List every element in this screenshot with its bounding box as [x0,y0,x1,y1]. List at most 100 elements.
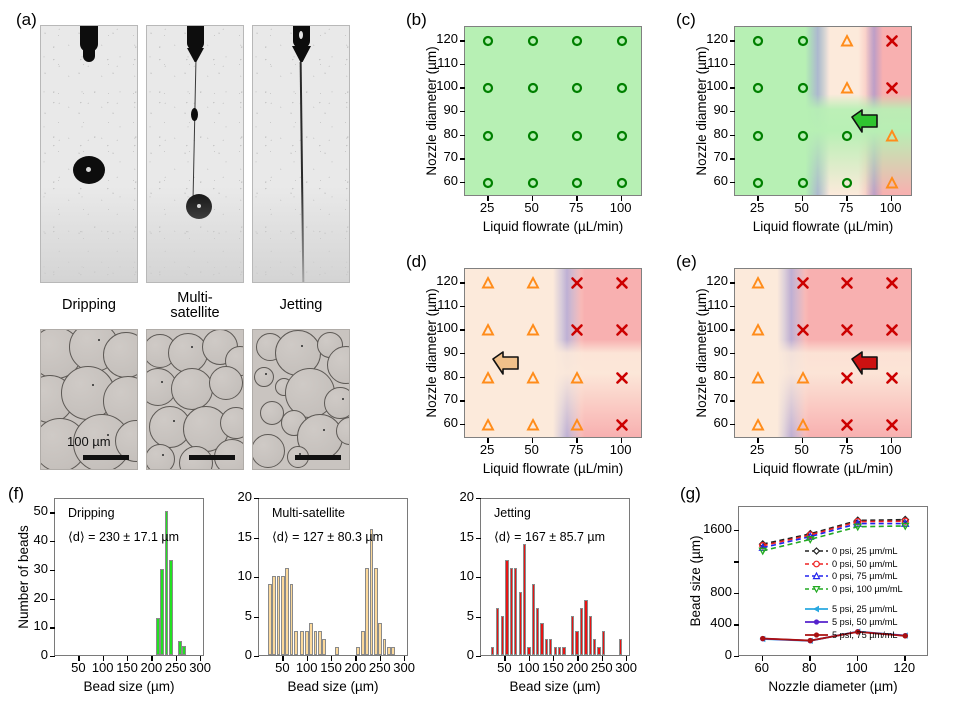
x-tick-mark [801,196,804,201]
histogram-bar [182,646,186,655]
y-tick-label: 60 [443,414,458,430]
micro-column-2: Multi-satellite [146,25,244,470]
x-tick-label: 100 [91,660,114,675]
x-tick-mark [846,196,848,201]
y-tick-mark [476,616,481,618]
x-tick-mark [904,656,906,661]
histogram-bar [373,568,378,655]
marker-circle [480,128,496,144]
y-tick-mark [50,541,55,543]
y-tick-mark [460,134,465,136]
y-tick-mark [460,376,465,378]
plot-area [258,498,408,656]
histogram-bar [276,576,281,655]
bead-speck [92,384,95,387]
satellite-bead [191,108,198,121]
y-tick-mark [460,63,465,66]
x-tick-mark [601,656,604,661]
histogram-bar [557,647,562,655]
histogram-bar [300,631,305,655]
histogram-title: Jetting [494,506,531,520]
x-tick-mark [531,196,534,201]
marker-circle [795,80,811,96]
legend-item: 0 psi, 75 µm/mL [804,571,898,581]
y-tick-mark [476,537,481,539]
image-gradient [147,187,243,282]
bead [220,407,243,439]
marker-circle [614,80,630,96]
bead-speck [264,373,267,376]
histogram-bar [164,511,169,655]
x-tick-label: 25 [479,442,495,457]
plot-area [464,268,642,438]
x-tick-label: 75 [568,200,584,215]
legend-key-circle-open [804,559,829,569]
micro-column-3: Jetting [252,25,350,470]
bead-speck [342,397,344,400]
histogram-bar [280,576,285,655]
histogram-bar [522,544,527,655]
histogram-bar [496,607,500,655]
marker-triangle [480,275,496,291]
histogram-bar [387,647,391,655]
x-tick-label: 300 [189,660,211,675]
legend-item: 0 psi, 100 µm/mL [804,584,903,594]
x-tick-mark [127,656,129,661]
y-tick-mark [460,353,465,355]
marker-circle [525,175,541,191]
histogram-annotation: ⟨d⟩ = 167 ± 85.7 µm [494,530,606,544]
marker-circle [795,128,811,144]
annotation-arrow [491,350,519,376]
marker-circle [480,33,496,49]
marker-cross [795,322,811,338]
histogram-title: Dripping [68,506,115,520]
bead-speck [161,453,164,456]
histogram-bar [322,639,327,655]
y-tick-label: 120 [706,273,728,289]
x-tick-mark [528,656,530,661]
bead [253,434,285,468]
bead-image-2 [146,329,244,470]
y-tick-label: 90 [443,102,458,117]
x-tick-mark [200,656,202,661]
histogram-bar [575,631,579,655]
marker-cross [795,275,811,291]
annotation-arrow [850,108,878,134]
legend-key-circle-solid [804,617,829,627]
x-tick-label: 100 [517,660,540,675]
legend-key-triangle-left [804,604,829,614]
legend-item: 5 psi, 50 µm/mL [804,617,898,627]
region-boundary-overlay [735,27,911,195]
marker-cross [884,417,900,433]
plot-area [734,26,912,196]
x-axis-title: Bead size (µm) [509,679,601,694]
x-tick-label: 50 [524,442,539,457]
legend-key-triangle-open [804,571,829,581]
marker-triangle [750,275,766,291]
marker-circle [525,128,541,144]
bead-speck [106,433,109,436]
histogram-bar [588,615,592,655]
x-tick-label: 200 [140,660,163,675]
y-tick-label: 90 [443,344,458,359]
mode-label-text: Multi-satellite [170,290,219,321]
x-tick-label: 250 [590,660,613,675]
histogram-bar [272,576,276,655]
histogram-bar [382,639,387,655]
panel-f-histogram-multisatellite: Multi-satellite ⟨d⟩ = 127 ± 80.3 µm 50 100 1… [222,489,442,710]
x-tick-label: 50 [794,200,809,215]
plot-area [480,498,630,656]
y-tick-mark [734,529,739,531]
x-axis-title: Liquid flowrate (µL/min) [752,219,894,234]
x-tick-mark [78,656,80,661]
y-tick-mark [730,376,735,378]
y-tick-mark [254,537,259,539]
histogram-title: Multi-satellite [272,506,345,520]
x-tick-mark [404,656,406,661]
legend-key-diamond-open [804,546,829,556]
panel-f-histogram-dripping: Dripping ⟨d⟩ = 230 ± 17.1 µm 50 100 150 200 25… [6,492,226,710]
x-tick-label: 50 [71,660,86,675]
marker-circle [569,175,585,191]
x-tick-mark [379,656,382,661]
marker-triangle [884,128,900,144]
